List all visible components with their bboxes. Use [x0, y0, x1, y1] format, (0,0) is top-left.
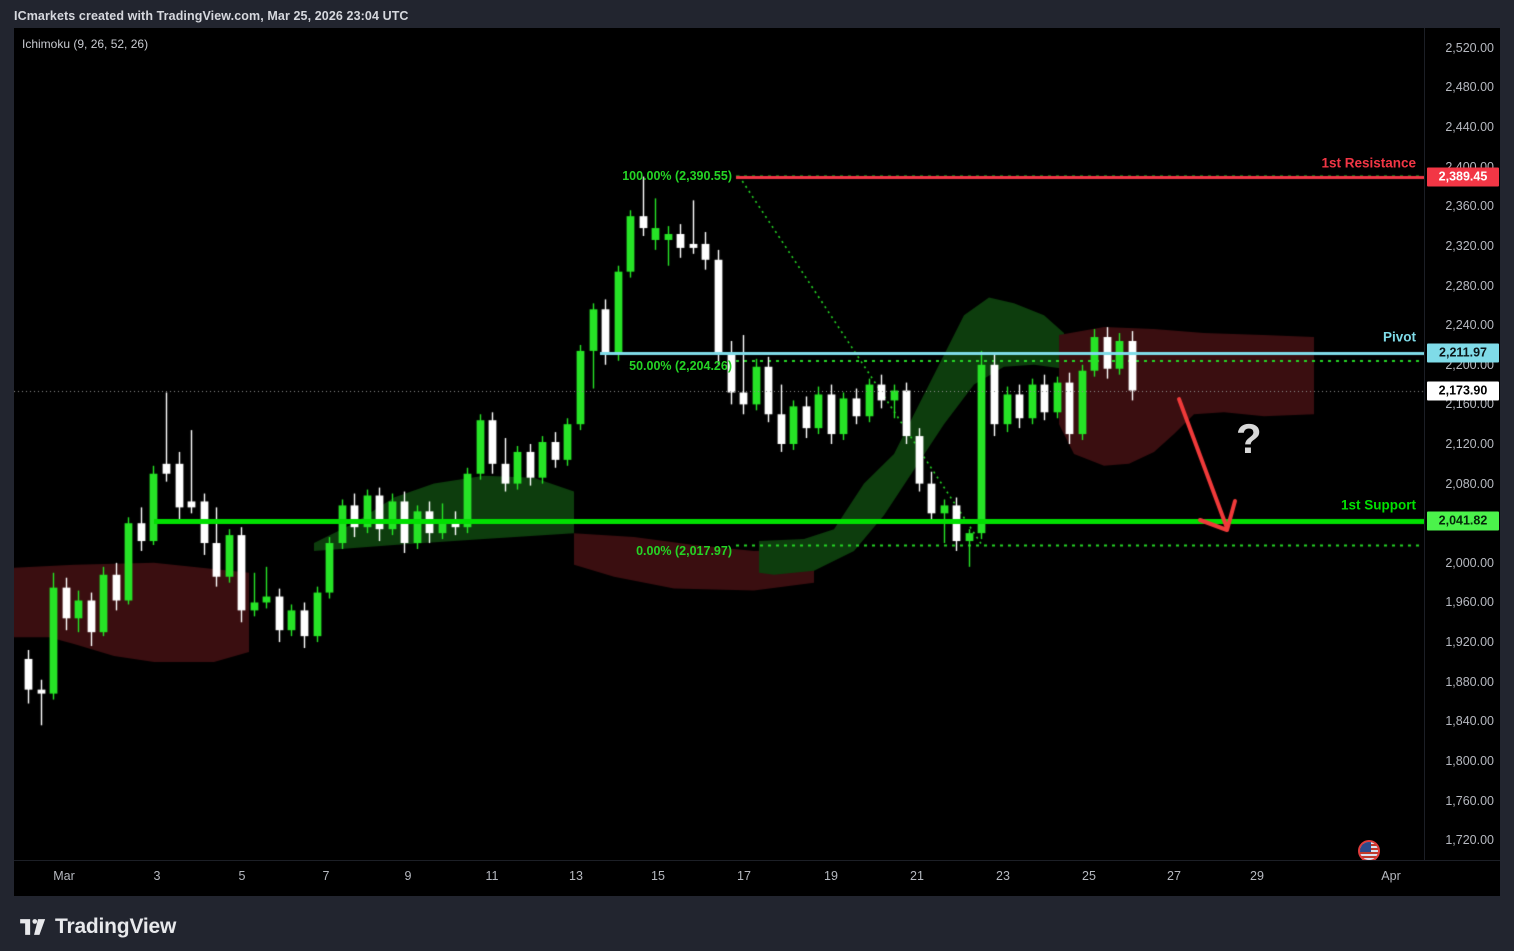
- time-axis-tick: 11: [485, 869, 499, 883]
- price-axis-tick: 2,120.00: [1445, 437, 1494, 451]
- indicator-legend-ichimoku[interactable]: Ichimoku (9, 26, 52, 26): [22, 37, 149, 51]
- price-axis-tick: 2,360.00: [1445, 199, 1494, 214]
- question-mark-annotation: ?: [1236, 415, 1262, 462]
- candlestick-canvas[interactable]: [14, 28, 1424, 860]
- time-axis-tick: 29: [1250, 869, 1264, 883]
- time-axis-tick: Apr: [1381, 869, 1401, 883]
- resistance-price-badge[interactable]: 2,389.45: [1427, 167, 1499, 187]
- price-axis-tick: 2,160.00: [1445, 397, 1494, 412]
- price-axis-tick: 1,960.00: [1445, 595, 1494, 610]
- pivot-price-badge[interactable]: 2,211.97: [1427, 343, 1499, 363]
- chart-frame: Ichimoku (9, 26, 52, 26) 100.00% (2,390.…: [14, 28, 1500, 896]
- last-price-badge[interactable]: 2,173.90: [1427, 381, 1499, 401]
- price-axis-tick: 2,080.00: [1445, 476, 1494, 491]
- support-price-badge[interactable]: 2,041.82: [1427, 511, 1499, 531]
- pivot-zone-label: Pivot: [1382, 329, 1416, 345]
- tradingview-mark-icon: [20, 919, 46, 935]
- time-axis-tick: 7: [322, 869, 330, 883]
- time-axis-tick: 19: [824, 869, 838, 883]
- price-axis-tick: 2,440.00: [1445, 120, 1494, 135]
- fib-label-50: 50.00% (2,204.26): [629, 358, 732, 373]
- time-axis-tick: Mar: [53, 869, 75, 883]
- resistance-zone-label: 1st Resistance: [1321, 155, 1416, 171]
- price-axis-tick: 2,480.00: [1445, 80, 1494, 95]
- tradingview-logo: TradingView: [20, 915, 176, 939]
- time-axis-tick: 15: [651, 869, 665, 883]
- support-zone-label: 1st Support: [1340, 497, 1416, 513]
- time-axis-tick: 23: [996, 869, 1010, 883]
- price-axis-tick: 1,760.00: [1445, 793, 1494, 808]
- price-axis-tick: 1,720.00: [1445, 833, 1494, 848]
- price-axis-tick: 2,320.00: [1445, 238, 1494, 253]
- fib-label-100: 100.00% (2,390.55): [622, 169, 732, 184]
- us-flag-event-icon[interactable]: [1358, 840, 1380, 860]
- price-axis-tick: 2,520.00: [1445, 40, 1494, 55]
- time-axis-tick: 17: [737, 869, 751, 883]
- price-axis-tick: 2,240.00: [1445, 318, 1494, 333]
- attribution-text: ICmarkets created with TradingView.com, …: [14, 9, 409, 23]
- chart-plot-area[interactable]: Ichimoku (9, 26, 52, 26) 100.00% (2,390.…: [14, 28, 1424, 860]
- price-axis-tick: 2,000.00: [1445, 555, 1494, 570]
- time-axis-tick: 21: [910, 869, 924, 883]
- time-axis-tick: 13: [569, 869, 583, 883]
- time-axis-tick: 27: [1167, 869, 1181, 883]
- fib-label-0: 0.00% (2,017.97): [636, 544, 732, 559]
- time-axis[interactable]: Mar 3 5 7 9 11 13 15 17 19 21 23 25 27 29 Apr: [14, 860, 1500, 896]
- price-axis-tick: 1,880.00: [1445, 674, 1494, 689]
- price-axis[interactable]: 2,520.002,480.002,440.002,400.002,360.00…: [1424, 28, 1500, 860]
- price-axis-tick: 1,920.00: [1445, 635, 1494, 650]
- time-axis-tick: 3: [153, 869, 161, 883]
- time-axis-tick: 5: [238, 869, 246, 883]
- time-axis-tick: 25: [1082, 869, 1096, 883]
- flag-canton: [1360, 842, 1371, 852]
- time-axis-tick: 9: [404, 869, 412, 883]
- price-axis-tick: 1,840.00: [1445, 714, 1494, 729]
- price-axis-tick: 2,280.00: [1445, 278, 1494, 293]
- price-axis-tick: 1,800.00: [1445, 753, 1494, 768]
- tradingview-wordmark: TradingView: [55, 915, 177, 938]
